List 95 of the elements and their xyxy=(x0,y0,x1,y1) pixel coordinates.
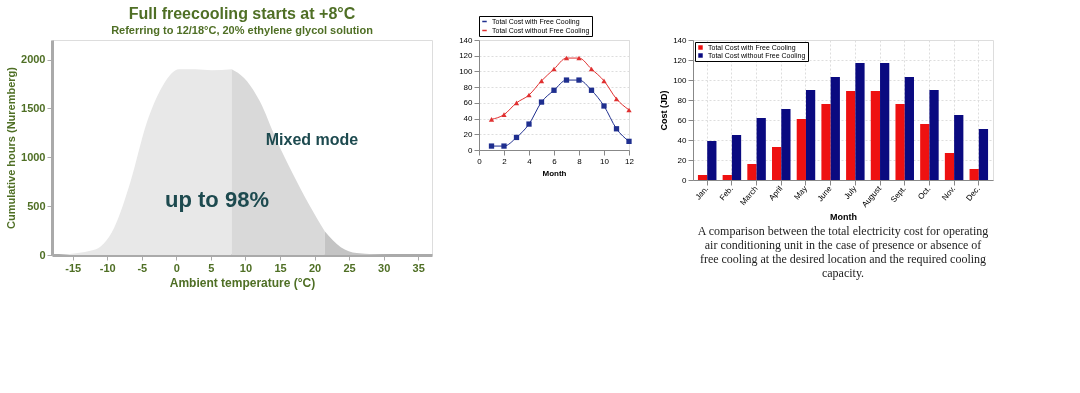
point xyxy=(588,66,595,72)
x-tick-label: Dec. xyxy=(964,184,982,203)
bar xyxy=(772,147,782,180)
x-tick-label: 10 xyxy=(239,261,253,274)
bar xyxy=(929,90,939,180)
x-axis-title: Ambient temperature (°C) xyxy=(169,275,316,290)
x-tick-label: -5 xyxy=(137,261,148,274)
bar xyxy=(944,153,955,180)
bar xyxy=(707,141,717,180)
x-tick-label: 0 xyxy=(477,156,483,166)
bar xyxy=(821,104,831,180)
bar xyxy=(969,169,979,180)
x-tick-label: 12 xyxy=(625,156,635,166)
y-tick-label: 80 xyxy=(463,82,474,92)
y-tick-label: 60 xyxy=(463,98,474,108)
y-tick-label: 40 xyxy=(463,114,474,124)
x-tick-label: July xyxy=(842,184,859,201)
x-tick-label: 2 xyxy=(502,156,508,166)
bar xyxy=(697,175,708,180)
bar xyxy=(978,129,989,180)
annotation: Mixed mode xyxy=(265,131,359,148)
y-tick-label: 1500 xyxy=(21,101,46,114)
bar xyxy=(895,104,905,180)
y-tick-label: 500 xyxy=(27,199,46,212)
point xyxy=(501,112,507,117)
x-tick-label: -15 xyxy=(65,261,82,274)
x-tick-label: 15 xyxy=(274,261,287,274)
y-tick-label: 0 xyxy=(682,175,688,185)
x-axis-title: Month xyxy=(830,212,857,223)
bar xyxy=(904,77,914,180)
point xyxy=(601,78,607,84)
y-tick-label: 140 xyxy=(673,35,688,45)
x-tick-label: 4 xyxy=(527,156,533,166)
x-tick-label: -10 xyxy=(99,261,116,274)
y-tick-label: 1000 xyxy=(21,150,46,163)
point xyxy=(626,107,632,113)
point xyxy=(488,143,495,149)
bar xyxy=(731,135,742,180)
x-tick-label: 6 xyxy=(552,156,558,166)
bar xyxy=(796,119,806,180)
point xyxy=(488,117,495,122)
x-tick-label: Feb. xyxy=(717,184,735,203)
x-tick-label: 25 xyxy=(343,261,356,274)
bar xyxy=(870,91,881,180)
y-tick-label: 80 xyxy=(677,95,688,105)
y-tick-label: 60 xyxy=(677,115,688,125)
y-tick-label: 100 xyxy=(673,75,688,85)
x-tick-label: 20 xyxy=(308,261,322,274)
point xyxy=(626,138,632,144)
bar xyxy=(756,118,766,180)
x-tick-label: 5 xyxy=(208,261,215,274)
y-tick-label: 120 xyxy=(673,55,688,65)
y-tick-label: 120 xyxy=(459,51,474,61)
point xyxy=(551,87,557,93)
point xyxy=(501,143,507,149)
bar xyxy=(954,115,964,180)
bar xyxy=(880,63,890,180)
y-axis-title: Cost (JD) xyxy=(659,90,670,131)
annotation: up to 98% xyxy=(165,187,269,212)
chart-title: Full freecooling starts at +8°C xyxy=(128,5,356,22)
y-tick-label: 40 xyxy=(677,135,688,145)
point xyxy=(526,121,532,127)
bar xyxy=(846,91,856,180)
y-tick-label: 0 xyxy=(468,145,474,155)
point xyxy=(576,77,582,83)
bar xyxy=(805,90,816,180)
x-axis-title: Month xyxy=(542,168,567,178)
text: A comparison between the total electricity cost for operating air conditioning unit in the case of presence or absence of free cooling at the desired location and the required cooling capacity. xyxy=(697,223,989,280)
bar xyxy=(830,77,840,180)
bar xyxy=(722,175,732,180)
point xyxy=(601,103,607,109)
x-tick-label: 35 xyxy=(412,261,425,274)
point xyxy=(513,100,520,106)
y-tick-label: 140 xyxy=(459,35,474,45)
point xyxy=(563,55,570,61)
bar xyxy=(920,124,930,180)
x-tick-label: Oct. xyxy=(916,184,933,202)
x-tick-label: 0 xyxy=(173,261,180,274)
bar xyxy=(747,164,757,180)
point xyxy=(538,99,545,105)
x-tick-label: 30 xyxy=(378,261,391,274)
y-axis-title: Cumulative hours (Nuremberg) xyxy=(5,66,18,229)
y-tick-label: 100 xyxy=(459,66,474,76)
x-tick-label: 8 xyxy=(577,156,583,166)
y-tick-label: 20 xyxy=(463,129,474,139)
point xyxy=(538,78,545,84)
chart-subtitle: Referring to 12/18°C, 20% ethylene glycol solution xyxy=(111,24,374,36)
y-tick-label: 2000 xyxy=(21,53,46,66)
y-tick-label: 0 xyxy=(39,248,46,261)
point xyxy=(563,77,570,83)
x-tick-label: Jan. xyxy=(693,184,711,202)
x-tick-label: 10 xyxy=(600,156,610,166)
bar xyxy=(855,63,865,180)
point xyxy=(613,96,620,102)
bar xyxy=(781,109,791,180)
